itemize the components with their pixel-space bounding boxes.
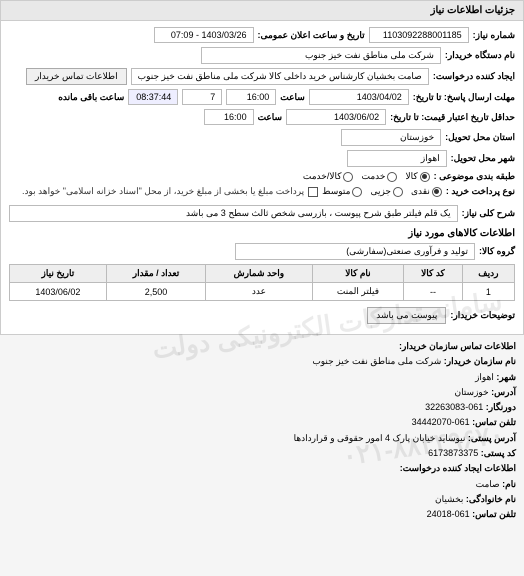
creator-family-label: نام خانوادگی:: [466, 494, 516, 504]
org-name-label: نام سازمان خریدار:: [444, 356, 516, 366]
main-desc-label: شرح کلی نیاز:: [462, 208, 515, 219]
th-unit: واحد شمارش: [206, 265, 312, 283]
province-value: خوزستان: [341, 129, 441, 146]
attach-label: توضیحات خریدار:: [450, 310, 515, 321]
creator-family-value: بخشیان: [435, 494, 463, 504]
need-number-value: 1103092288001185: [369, 27, 469, 43]
city-label: شهر محل تحویل:: [451, 153, 515, 164]
valid-time: 16:00: [204, 109, 254, 125]
td-qty: 2,500: [106, 283, 205, 301]
main-desc-value: یک قلم فیلتر طبق شرح پیوست ، بازرسی شخص …: [9, 205, 458, 222]
zip-value: 6173873375: [428, 448, 478, 458]
contact-title: اطلاعات تماس سازمان خریدار:: [399, 341, 516, 351]
zip-label: کد پستی:: [481, 448, 516, 458]
td-name: فیلتر المنت: [312, 283, 404, 301]
need-number-label: شماره نیاز:: [473, 30, 515, 41]
table-header-row: ردیف کد کالا نام کالا واحد شمارش تعداد /…: [10, 265, 515, 283]
city-value: اهواز: [347, 150, 447, 167]
address-value: خوزستان: [454, 387, 488, 397]
creator-name-value: صامت: [476, 479, 500, 489]
remain-time: 08:37:44: [128, 89, 178, 105]
pay-type-radios: نقدی جزیی متوسط: [322, 186, 442, 197]
th-code: کد کالا: [404, 265, 462, 283]
th-qty: تعداد / مقدار: [106, 265, 205, 283]
td-idx: 1: [462, 283, 514, 301]
creator-phone-label: تلفن تماس:: [472, 509, 516, 519]
org-name-value: شرکت ملی مناطق نفت خیز جنوب: [312, 356, 441, 366]
creator-phone-value: 061-24018: [427, 509, 470, 519]
subject-type-radios: کالا خدمت کالا/خدمت: [303, 171, 430, 182]
td-unit: عدد: [206, 283, 312, 301]
goods-info-title: اطلاعات کالاهای مورد نیاز: [9, 228, 515, 239]
goods-table: ردیف کد کالا نام کالا واحد شمارش تعداد /…: [9, 264, 515, 301]
radio-service[interactable]: خدمت: [361, 171, 397, 182]
deadline-date: 1403/04/02: [309, 89, 409, 105]
th-date: تاریخ نیاز: [10, 265, 107, 283]
pay-note: پرداخت مبلغ یا بخشی از مبلغ خرید، از محل…: [22, 186, 304, 197]
fax-value: 061-34442070: [412, 417, 470, 427]
td-date: 1403/06/02: [10, 283, 107, 301]
creator-name-label: نام:: [502, 479, 516, 489]
time-label-1: ساعت: [280, 92, 305, 103]
group-value: تولید و فرآوری صنعتی(سفارشی): [235, 243, 475, 260]
deadline-label: مهلت ارسال پاسخ: تا تاریخ:: [413, 92, 515, 103]
subject-type-label: طبقه بندی موضوعی :: [434, 171, 515, 182]
fax-label: تلفن تماس:: [472, 417, 516, 427]
contact-city-value: اهواز: [475, 372, 494, 382]
buyer-org-label: نام دستگاه خریدار:: [445, 50, 515, 61]
time-label-2: ساعت: [258, 112, 283, 123]
valid-label: حداقل تاریخ اعتبار قیمت: تا تاریخ:: [390, 112, 515, 123]
table-row: 1 -- فیلتر المنت عدد 2,500 1403/06/02: [10, 283, 515, 301]
radio-partial[interactable]: جزیی: [370, 186, 403, 197]
switch-label: دورنگار:: [486, 402, 516, 412]
switch-value: 061-32263083: [425, 402, 483, 412]
td-code: --: [404, 283, 462, 301]
contact-info-block: اطلاعات تماس سازمان خریدار: نام سازمان خ…: [0, 335, 524, 527]
radio-cash[interactable]: نقدی: [411, 186, 442, 197]
remain-label: ساعت باقی مانده: [58, 92, 124, 103]
treasury-checkbox[interactable]: [308, 187, 318, 197]
th-name: نام کالا: [312, 265, 404, 283]
contact-city-label: شهر:: [496, 372, 516, 382]
pay-type-label: نوع پرداخت خرید :: [446, 186, 515, 197]
postal-value: نیوساید خیابان پارک 4 امور حقوقی و قرارد…: [294, 433, 466, 443]
requester-label: ایجاد کننده درخواست:: [433, 71, 515, 82]
deadline-time: 16:00: [226, 89, 276, 105]
announce-label: تاریخ و ساعت اعلان عمومی:: [258, 30, 365, 41]
requester-value: صامت بخشیان کارشناس خرید داخلی کالا شرکت…: [131, 68, 429, 85]
panel-title: جزئیات اطلاعات نیاز: [1, 1, 523, 21]
remain-days: 7: [182, 89, 222, 105]
address-label: آدرس:: [491, 387, 516, 397]
valid-date: 1403/06/02: [286, 109, 386, 125]
buyer-org-value: شرکت ملی مناطق نفت خیز جنوب: [201, 47, 441, 64]
radio-both[interactable]: کالا/خدمت: [303, 171, 354, 182]
th-row: ردیف: [462, 265, 514, 283]
radio-installment[interactable]: متوسط: [322, 186, 362, 197]
buyer-contact-button[interactable]: اطلاعات تماس خریدار: [26, 68, 127, 85]
req-creator-title: اطلاعات ایجاد کننده درخواست:: [400, 463, 516, 473]
group-label: گروه کالا:: [479, 246, 515, 257]
postal-label: آدرس پستی:: [468, 433, 516, 443]
radio-goods[interactable]: کالا: [405, 171, 429, 182]
attachment-button[interactable]: پیوست می باشد: [367, 307, 446, 324]
province-label: استان محل تحویل:: [445, 132, 515, 143]
need-details-panel: جزئیات اطلاعات نیاز شماره نیاز: 11030922…: [0, 0, 524, 335]
announce-value: 1403/03/26 - 07:09: [154, 27, 254, 43]
